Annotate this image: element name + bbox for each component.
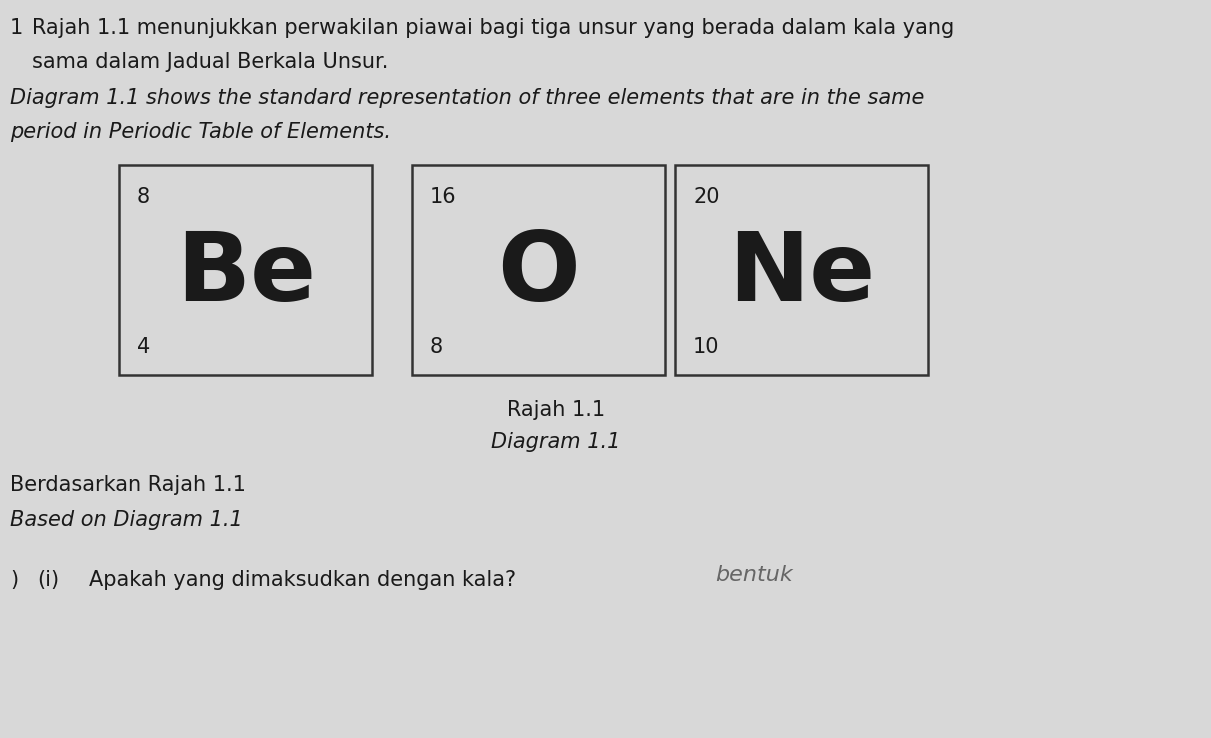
Text: 8: 8 bbox=[137, 187, 150, 207]
Text: 8: 8 bbox=[430, 337, 443, 357]
Bar bbox=[412, 165, 665, 375]
Text: Apakah yang dimaksudkan dengan kala?: Apakah yang dimaksudkan dengan kala? bbox=[90, 570, 516, 590]
Text: 1: 1 bbox=[10, 18, 23, 38]
Text: 16: 16 bbox=[430, 187, 457, 207]
Text: O: O bbox=[498, 228, 580, 321]
Text: Diagram 1.1 shows the standard representation of three elements that are in the : Diagram 1.1 shows the standard represent… bbox=[10, 88, 924, 108]
Text: ): ) bbox=[10, 570, 18, 590]
Text: 20: 20 bbox=[693, 187, 719, 207]
Text: bentuk: bentuk bbox=[714, 565, 793, 585]
Bar bbox=[676, 165, 929, 375]
Text: period in Periodic Table of Elements.: period in Periodic Table of Elements. bbox=[10, 122, 391, 142]
Text: Rajah 1.1 menunjukkan perwakilan piawai bagi tiga unsur yang berada dalam kala y: Rajah 1.1 menunjukkan perwakilan piawai … bbox=[31, 18, 954, 38]
Text: Berdasarkan Rajah 1.1: Berdasarkan Rajah 1.1 bbox=[10, 475, 246, 495]
Text: Rajah 1.1: Rajah 1.1 bbox=[507, 400, 606, 420]
Text: 10: 10 bbox=[693, 337, 719, 357]
Text: 4: 4 bbox=[137, 337, 150, 357]
Text: sama dalam Jadual Berkala Unsur.: sama dalam Jadual Berkala Unsur. bbox=[31, 52, 389, 72]
Bar bbox=[119, 165, 372, 375]
Text: Based on Diagram 1.1: Based on Diagram 1.1 bbox=[10, 510, 242, 530]
Text: (i): (i) bbox=[38, 570, 59, 590]
Text: Diagram 1.1: Diagram 1.1 bbox=[492, 432, 621, 452]
Text: Be: Be bbox=[176, 228, 316, 321]
Text: Ne: Ne bbox=[728, 228, 876, 321]
